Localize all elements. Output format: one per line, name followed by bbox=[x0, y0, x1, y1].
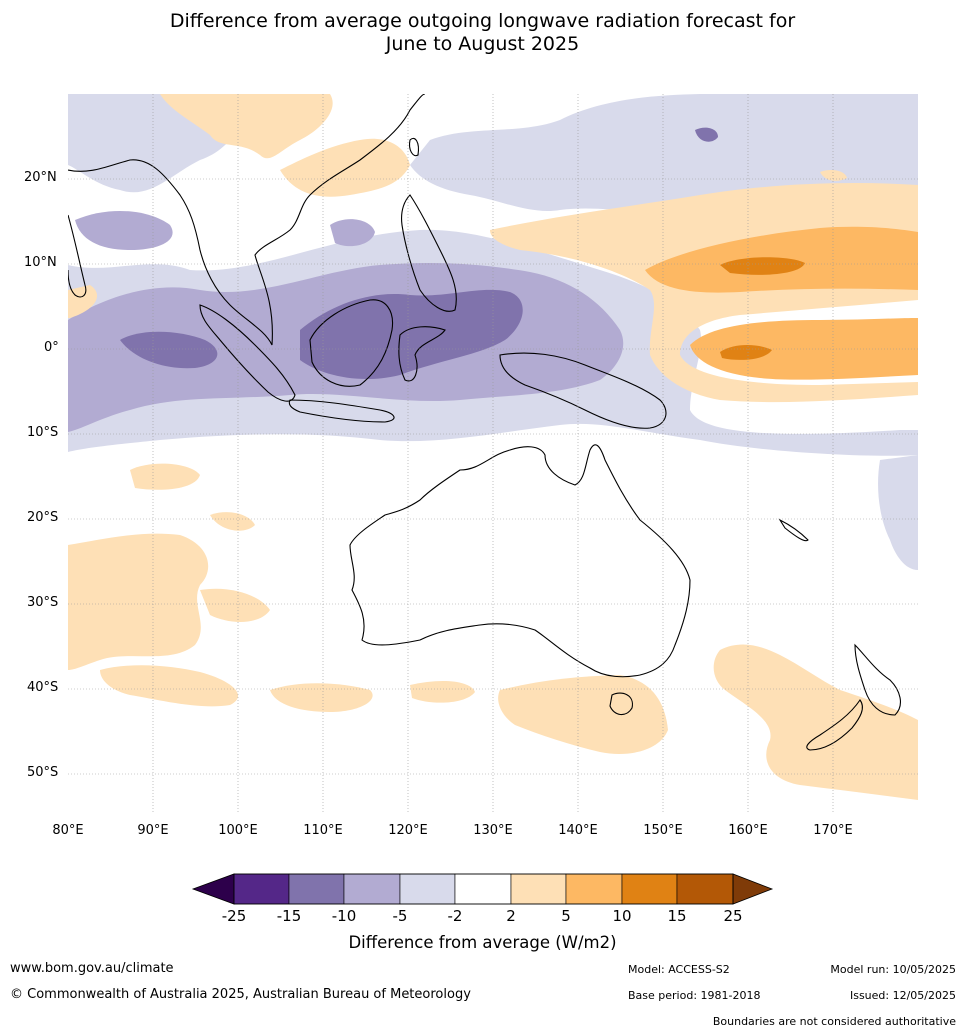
colorbar-tick-label: 25 bbox=[723, 907, 743, 925]
positive-anomaly-nz bbox=[713, 644, 918, 800]
colorbar-tick-label: 10 bbox=[612, 907, 632, 925]
negative-anomaly-small bbox=[695, 127, 718, 142]
new-caledonia-coastline bbox=[778, 518, 809, 542]
colorbar-max-arrow bbox=[732, 873, 774, 905]
negative-anomaly-strong-west bbox=[120, 331, 218, 369]
india-coastline bbox=[68, 214, 87, 298]
positive-anomaly-south-b bbox=[200, 588, 270, 622]
java-coastline bbox=[288, 399, 395, 423]
lat-label-20n: 20°N bbox=[24, 170, 57, 185]
lon-label-100e: 100°E bbox=[218, 823, 258, 838]
lon-label-90e: 90°E bbox=[137, 823, 169, 838]
new-guinea-coastline bbox=[499, 352, 667, 429]
colorbar-swatch-6 bbox=[510, 873, 567, 905]
positive-anomaly-south-indian bbox=[68, 533, 209, 670]
lon-label-150e: 150°E bbox=[643, 823, 683, 838]
colorbar-tick-label: -15 bbox=[276, 907, 302, 925]
lon-label-160e: 160°E bbox=[728, 823, 768, 838]
philippines-coastline bbox=[401, 194, 457, 312]
chart-title: Difference from average outgoing longwav… bbox=[0, 10, 965, 56]
sumatra-coastline bbox=[199, 304, 296, 402]
lat-label-0: 0° bbox=[44, 340, 59, 355]
positive-anomaly-south-indian-d bbox=[100, 665, 239, 707]
lon-label-80e: 80°E bbox=[52, 823, 84, 838]
nz-south-coastline bbox=[806, 699, 863, 751]
lat-label-50s: 50°S bbox=[27, 765, 59, 780]
negative-anomaly-mid-north bbox=[75, 210, 173, 250]
colorbar-tick-label: -25 bbox=[221, 907, 247, 925]
colorbar-tick-label: 15 bbox=[667, 907, 687, 925]
lon-label-110e: 110°E bbox=[303, 823, 343, 838]
negative-anomaly-south-pacific bbox=[878, 455, 918, 570]
borneo-coastline bbox=[309, 299, 394, 387]
positive-anomaly-south-indian-b bbox=[130, 463, 200, 490]
positive-anomaly-south-c bbox=[820, 170, 847, 181]
nz-north-coastline bbox=[854, 643, 901, 716]
colorbar-swatch-7 bbox=[565, 873, 623, 905]
title-line-1: Difference from average outgoing longwav… bbox=[169, 10, 796, 32]
australia-coastline bbox=[349, 444, 691, 678]
model-run-text: Model run: 10/05/2025 bbox=[830, 963, 956, 976]
positive-anomaly-pacific-strong-eq bbox=[720, 345, 772, 360]
model-text: Model: ACCESS-S2 bbox=[628, 963, 730, 976]
lon-label-140e: 140°E bbox=[558, 823, 598, 838]
colorbar-tick-label: -10 bbox=[331, 907, 357, 925]
colorbar-swatch-5 bbox=[454, 873, 512, 905]
colorbar-title: Difference from average (W/m2) bbox=[348, 933, 617, 952]
taiwan-coastline bbox=[409, 137, 419, 157]
lat-label-10s: 10°S bbox=[27, 425, 59, 440]
asia-coastline bbox=[68, 94, 426, 346]
colorbar-tick-label: -5 bbox=[392, 907, 408, 925]
lat-label-40s: 40°S bbox=[27, 680, 59, 695]
negative-anomaly-pacific-north bbox=[410, 94, 918, 212]
positive-anomaly-pacific-strong bbox=[720, 257, 805, 275]
positive-anomaly-west-indian bbox=[68, 285, 98, 318]
colorbar-swatch-3 bbox=[343, 873, 401, 905]
lat-label-30s: 30°S bbox=[27, 595, 59, 610]
tasmania-coastline bbox=[609, 692, 633, 716]
colorbar-min-arrow bbox=[191, 873, 235, 905]
anomaly-shading bbox=[68, 94, 918, 800]
copyright-text: © Commonwealth of Australia 2025, Austra… bbox=[10, 987, 471, 1002]
colorbar-swatch-1 bbox=[233, 873, 290, 905]
colorbar-tick-label: 5 bbox=[561, 907, 571, 925]
base-period-text: Base period: 1981-2018 bbox=[628, 989, 761, 1002]
issued-text: Issued: 12/05/2025 bbox=[849, 989, 956, 1002]
colorbar bbox=[191, 873, 774, 905]
positive-anomaly-asia bbox=[160, 94, 333, 159]
lon-label-170e: 170°E bbox=[813, 823, 853, 838]
lon-label-130e: 130°E bbox=[473, 823, 513, 838]
colorbar-swatch-4 bbox=[399, 873, 456, 905]
colorbar-tick-label: 2 bbox=[506, 907, 516, 925]
positive-anomaly-south-indian-f bbox=[410, 680, 475, 703]
positive-anomaly-tasman bbox=[498, 675, 668, 754]
negative-anomaly-strong bbox=[300, 289, 523, 380]
positive-anomaly-south-indian-e bbox=[270, 683, 373, 712]
lat-label-20s: 20°S bbox=[27, 510, 59, 525]
colorbar-swatch-2 bbox=[288, 873, 345, 905]
positive-anomaly-pacific-moderate-eq bbox=[690, 318, 918, 380]
title-line-2: June to August 2025 bbox=[385, 33, 580, 55]
negative-anomaly-mid-ne bbox=[330, 219, 375, 247]
positive-anomaly-south-indian-c bbox=[210, 512, 255, 531]
disclaimer-text: Boundaries are not considered authoritat… bbox=[712, 1015, 956, 1028]
gridlines bbox=[68, 94, 918, 814]
colorbar-tick-label: -2 bbox=[447, 907, 463, 925]
coastlines bbox=[68, 94, 901, 751]
website-link[interactable]: www.bom.gov.au/climate bbox=[10, 961, 174, 976]
lon-label-120e: 120°E bbox=[388, 823, 428, 838]
positive-anomaly-china bbox=[280, 138, 410, 197]
colorbar-swatch-8 bbox=[621, 873, 678, 905]
lat-label-10n: 10°N bbox=[24, 255, 57, 270]
sulawesi-coastline bbox=[398, 326, 446, 382]
colorbar-swatch-9 bbox=[676, 873, 734, 905]
